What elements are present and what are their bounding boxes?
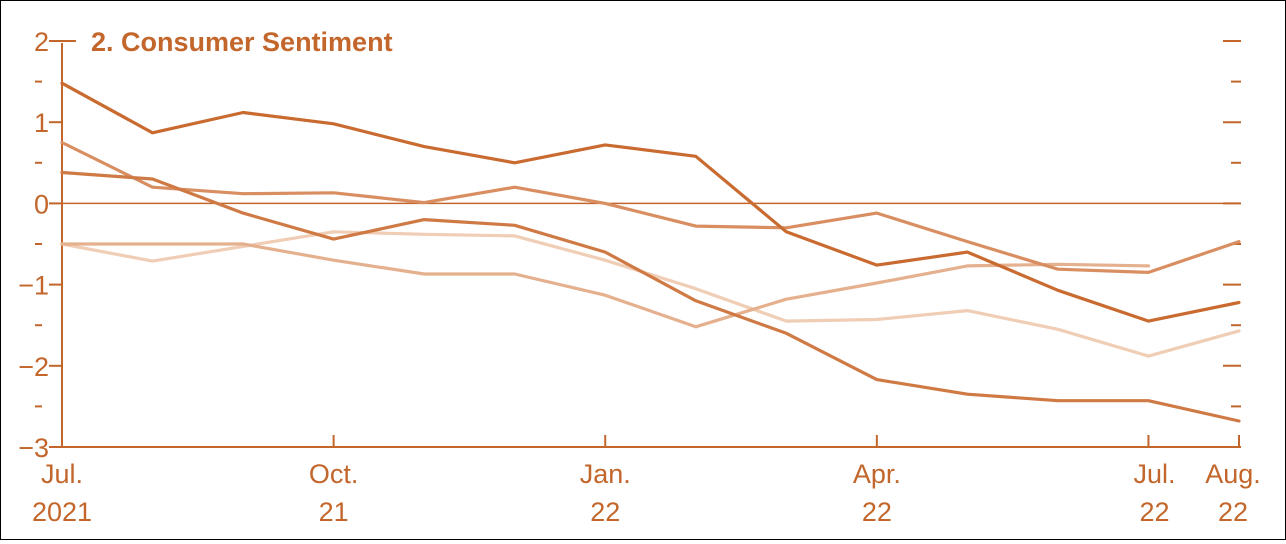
series-line-2: [60, 170, 1241, 423]
y-tick-label: −2: [18, 352, 49, 382]
chart-title: 2. Consumer Sentiment: [91, 27, 393, 57]
axes: 210−1−2−3Jul.2021Oct.21Jan.22Apr.22Jul.2…: [18, 27, 1261, 527]
x-tick-label-year: 22: [1218, 497, 1248, 527]
series-line-5: [60, 230, 1241, 358]
y-tick-label: 1: [34, 108, 49, 138]
x-tick-label-year: 22: [1139, 497, 1169, 527]
x-tick-label-month: Jul.: [41, 459, 83, 489]
x-tick-label-year: 22: [862, 497, 892, 527]
x-tick-label-year: 22: [590, 497, 620, 527]
series-line-4: [60, 242, 1151, 329]
x-tick-label-month: Jan.: [580, 459, 631, 489]
x-tick-label-month: Apr.: [853, 459, 901, 489]
x-tick-label-month: Oct.: [309, 459, 359, 489]
y-tick-label: 0: [34, 189, 49, 219]
series-line-3: [60, 140, 1241, 274]
x-tick-label-year: 2021: [32, 497, 92, 527]
series-line-1: [60, 81, 1241, 323]
y-tick-label: 2: [34, 27, 49, 57]
y-tick-label: −3: [18, 433, 49, 463]
x-tick-label-month: Jul.: [1133, 459, 1175, 489]
series-lines: [60, 81, 1241, 423]
y-tick-label: −1: [18, 271, 49, 301]
x-tick-label-year: 21: [319, 497, 349, 527]
x-tick-label-month: Aug.: [1205, 459, 1261, 489]
